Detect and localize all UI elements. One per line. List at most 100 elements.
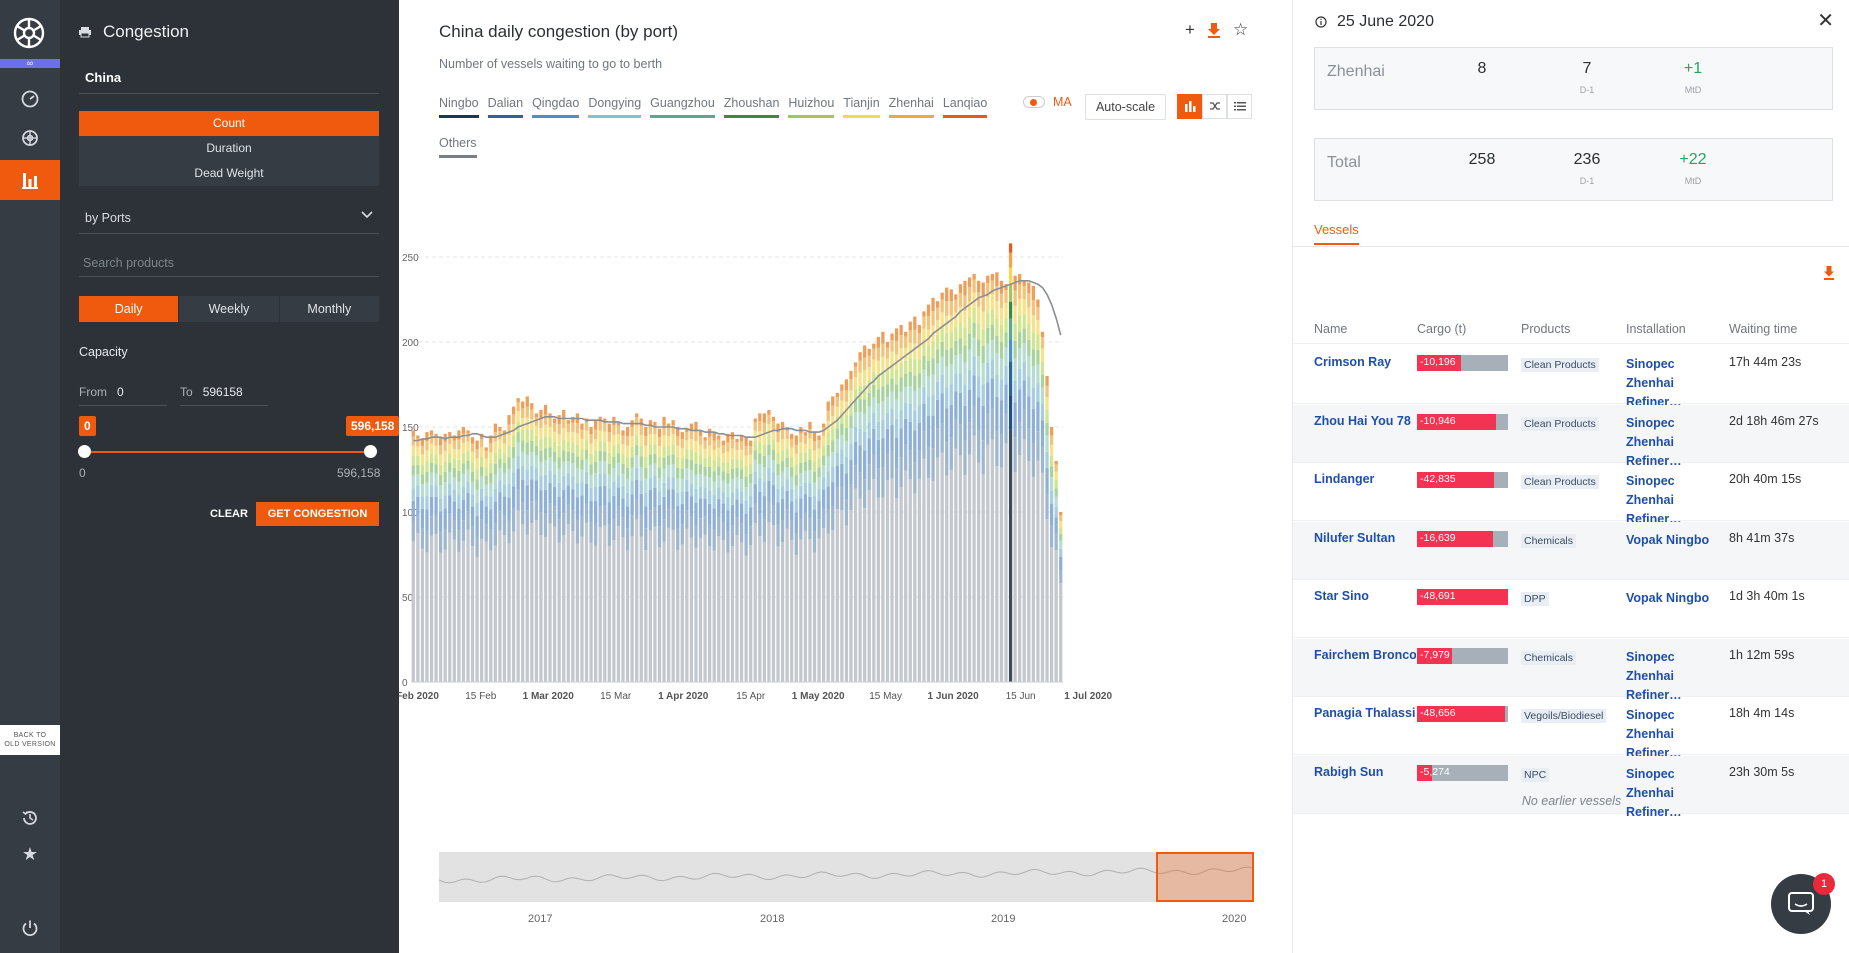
installation-link[interactable]: Sinopec Zhenhai Refiner… [1626, 415, 1682, 468]
vessel-row[interactable]: Fairchem Bronco -7,979 Chemicals Sinopec Zh… [1293, 638, 1849, 702]
clear-button[interactable]: CLEAR [210, 508, 248, 520]
legend-item-zhoushan[interactable]: Zhoushan [723, 96, 780, 118]
add-icon[interactable]: + [1185, 20, 1195, 39]
vessel-row[interactable]: Rabigh Sun -5,274 NPC Sinopec Zhenhai Refin… [1293, 755, 1849, 819]
vessel-name-link[interactable]: Zhou Hai You 78 [1314, 413, 1411, 428]
bar-segment [635, 435, 639, 446]
bar-chart-view-icon[interactable] [1177, 94, 1202, 119]
installation-link[interactable]: Sinopec Zhenhai Refiner… [1626, 357, 1682, 409]
legend-item-qingdao[interactable]: Qingdao [532, 96, 580, 118]
vessel-name-link[interactable]: Nilufer Sultan [1314, 530, 1396, 545]
installation-link[interactable]: Vopak Ningbo [1626, 532, 1710, 547]
slider-max-handle[interactable] [364, 445, 377, 458]
bar-segment [1049, 477, 1054, 491]
moving-average-toggle[interactable]: MA [1023, 95, 1072, 109]
tab-vessels[interactable]: Vessels [1314, 222, 1359, 245]
download-icon[interactable] [1207, 22, 1221, 38]
bar-segment [749, 483, 753, 496]
bar-segment [666, 477, 671, 490]
bar-segment [963, 475, 967, 682]
vessel-name-link[interactable]: Crimson Ray [1314, 355, 1392, 369]
vessel-row[interactable]: Panagia Thalassini -48,656 Vegoils/Biodies… [1293, 697, 1849, 760]
navigator-selection-handle[interactable] [1156, 852, 1254, 902]
ma-toggle-switch[interactable] [1023, 96, 1045, 108]
installation-link[interactable]: Sinopec Zhenhai Refiner… [1626, 766, 1682, 819]
close-icon[interactable]: ✕ [1817, 10, 1834, 32]
search-products-input[interactable] [79, 254, 379, 277]
vessel-name-link[interactable]: Lindanger [1314, 472, 1375, 486]
vessel-row[interactable]: Nilufer Sultan -16,639 Chemicals Vopak Ning… [1293, 521, 1849, 580]
metric-duration-button[interactable]: Duration [206, 141, 252, 155]
back-to-old-version-button[interactable]: BACK TO OLD VERSION [0, 725, 60, 755]
vessel-name-link[interactable]: Panagia Thalassini [1314, 706, 1416, 720]
legend-item-dongying[interactable]: Dongying [588, 96, 642, 118]
bar-segment [425, 482, 429, 497]
legend-item-tianjin[interactable]: Tianjin [843, 96, 880, 118]
vessel-row[interactable]: Zhou Hai You 78 -10,946 Clean Products Sino… [1293, 404, 1849, 468]
installation-link[interactable]: Sinopec Zhenhai Refiner… [1626, 708, 1682, 760]
navigator-sparkline [439, 866, 1254, 884]
installation-link[interactable]: Sinopec Zhenhai Refiner… [1626, 649, 1682, 702]
legend-item-zhenhai[interactable]: Zhenhai [888, 96, 934, 118]
column-header[interactable]: Name [1314, 321, 1348, 336]
slider-min-handle[interactable] [78, 445, 91, 458]
bar-segment [671, 529, 675, 682]
autoscale-button[interactable]: Auto-scale [1085, 94, 1166, 120]
dashboard-icon[interactable] [0, 81, 60, 117]
capacity-slider-track[interactable] [84, 451, 372, 453]
logo-icon[interactable] [12, 16, 46, 50]
period-daily-button[interactable]: Daily [79, 296, 179, 322]
vessel-row[interactable]: Crimson Ray -10,196 Clean Products Sinopec … [1293, 346, 1849, 409]
bar-segment [694, 452, 698, 464]
legend-item-lanqiao[interactable]: Lanqiao [942, 96, 988, 118]
bar-segment [999, 400, 1004, 435]
group-by-dropdown[interactable]: by Ports [79, 207, 379, 234]
analytics-bar-chart-icon[interactable] [0, 160, 60, 200]
bar-segment [443, 471, 447, 483]
vessel-name-link[interactable]: Rabigh Sun [1314, 764, 1384, 779]
favorites-star-icon[interactable]: ★ [21, 843, 39, 864]
bar-segment [735, 499, 739, 518]
get-congestion-button[interactable]: GET CONGESTION [256, 502, 379, 526]
history-icon[interactable] [0, 800, 60, 836]
cargo-value: -16,639 [1420, 531, 1456, 544]
vessel-name-link[interactable]: Star Sino [1314, 589, 1369, 603]
bar-segment [607, 441, 611, 453]
list-view-icon[interactable] [1227, 94, 1252, 119]
metric-deadweight-button[interactable]: Dead Weight [194, 166, 264, 180]
capacity-to-field[interactable]: To 596158 [180, 385, 268, 406]
bar-segment [502, 472, 507, 485]
metric-count-button[interactable]: Count [79, 111, 379, 136]
capacity-from-field[interactable]: From 0 [79, 385, 167, 406]
vessel-row[interactable]: Lindanger -42,835 Clean Products Sinopec Zh… [1293, 463, 1849, 526]
column-header[interactable]: Installation [1626, 321, 1686, 336]
time-navigator[interactable] [439, 852, 1254, 902]
bar-segment [881, 438, 885, 468]
column-header[interactable]: Products [1521, 321, 1571, 336]
vessel-row[interactable]: Star Sino -48,691 DPP Vopak Ningbo 1d 3h 40m… [1293, 580, 1849, 638]
installation-link[interactable]: Sinopec Zhenhai Refiner… [1626, 474, 1682, 526]
bar-segment [799, 442, 803, 453]
period-weekly-button[interactable]: Weekly [178, 296, 278, 322]
legend-item-ningbo[interactable]: Ningbo [439, 96, 479, 118]
column-header[interactable]: Waiting time [1729, 321, 1798, 336]
bar-segment [694, 547, 698, 682]
legend-item-guangzhou[interactable]: Guangzhou [650, 96, 715, 118]
column-header[interactable]: Cargo (t) [1417, 321, 1467, 336]
installation-link[interactable]: Vopak Ningbo [1626, 591, 1710, 605]
download-vessels-icon[interactable] [1823, 266, 1835, 280]
country-field[interactable]: China [79, 70, 379, 94]
period-monthly-button[interactable]: Monthly [278, 296, 379, 322]
shuffle-view-icon[interactable] [1202, 94, 1227, 119]
vessel-name-link[interactable]: Fairchem Bronco [1314, 647, 1416, 662]
legend-item-dalian[interactable]: Dalian [487, 96, 524, 118]
star-outline-icon[interactable]: ☆ [1232, 20, 1249, 39]
power-icon[interactable] [0, 910, 60, 946]
bar-segment [425, 509, 429, 531]
bar-segment [452, 448, 456, 459]
legend-item-huizhou[interactable]: Huizhou [788, 96, 835, 118]
bar-segment [429, 516, 434, 536]
ship-wheel-icon[interactable] [0, 120, 60, 156]
legend-item-others[interactable]: Others [439, 136, 477, 158]
